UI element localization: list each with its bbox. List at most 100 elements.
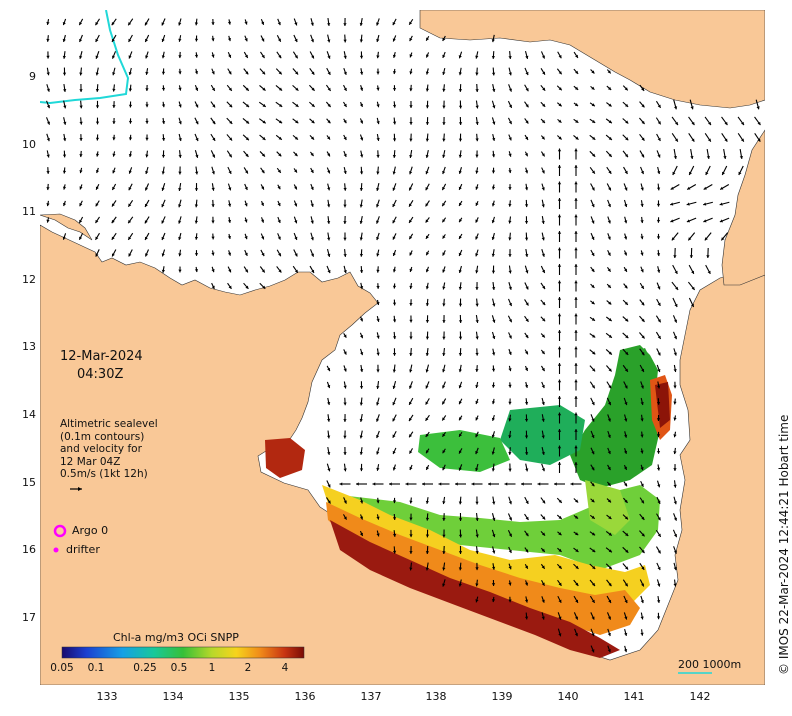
velocity-arrow-head <box>46 203 50 207</box>
velocity-arrow-head <box>557 412 562 416</box>
velocity-arrow-head <box>278 120 283 124</box>
velocity-arrow-head <box>508 368 512 372</box>
velocity-arrow-head <box>62 55 66 59</box>
velocity-arrow-head <box>508 335 512 339</box>
velocity-arrow-head <box>475 583 479 587</box>
velocity-arrow-head <box>261 269 265 273</box>
velocity-arrow-head <box>95 169 100 174</box>
velocity-arrow-head <box>492 335 496 340</box>
velocity-arrow-head <box>376 402 380 406</box>
velocity-arrow-head <box>228 154 232 158</box>
velocity-arrow-head <box>343 136 347 140</box>
velocity-arrow-head <box>592 565 596 569</box>
velocity-arrow-head <box>491 56 496 59</box>
velocity-arrow-head <box>79 138 83 141</box>
cape-york-peninsula <box>721 129 765 286</box>
velocity-arrow-head <box>409 336 413 340</box>
velocity-arrow-head <box>458 385 462 389</box>
velocity-arrow-head <box>558 119 562 123</box>
velocity-arrow-head <box>656 253 661 257</box>
velocity-arrow-head <box>278 253 281 257</box>
velocity-arrow-head <box>557 165 562 168</box>
velocity-arrow-head <box>442 551 446 554</box>
velocity-arrow-head <box>492 517 496 521</box>
velocity-arrow-head <box>310 186 314 190</box>
velocity-arrow-head <box>145 137 149 141</box>
velocity-arrow-head <box>542 71 545 75</box>
velocity-arrow-head <box>706 155 711 159</box>
velocity-arrow-head <box>607 632 611 637</box>
velocity-arrow-head <box>95 38 99 42</box>
velocity-arrow-head <box>95 22 99 26</box>
velocity-arrow-head <box>425 54 430 58</box>
velocity-arrow-head <box>425 286 430 290</box>
velocity-arrow-head <box>442 336 446 340</box>
velocity-arrow-head <box>608 318 612 322</box>
velocity-arrow-head <box>326 220 331 224</box>
velocity-arrow-head <box>310 203 314 207</box>
velocity-arrow-head <box>475 467 479 472</box>
velocity-arrow-head <box>575 565 579 569</box>
velocity-arrow-head <box>111 253 115 257</box>
velocity-arrow-head <box>491 417 496 421</box>
velocity-arrow-head <box>475 417 479 421</box>
velocity-arrow-head <box>607 252 611 256</box>
velocity-arrow-head <box>376 55 380 59</box>
velocity-arrow-head <box>475 400 479 405</box>
velocity-arrow-head <box>79 121 83 125</box>
velocity-arrow-head <box>657 533 661 537</box>
velocity-arrow-head <box>228 87 232 91</box>
velocity-arrow-head <box>227 252 232 256</box>
velocity-arrow-head <box>670 186 674 190</box>
velocity-arrow-head <box>607 203 611 208</box>
velocity-arrow-head <box>425 353 429 356</box>
velocity-arrow-head <box>245 153 249 157</box>
velocity-arrow-head <box>359 171 364 175</box>
velocity-arrow-head <box>574 445 578 449</box>
velocity-arrow-head <box>343 516 347 520</box>
velocity-arrow-head <box>641 368 645 372</box>
velocity-arrow-head <box>95 137 100 141</box>
velocity-arrow-head <box>624 385 628 389</box>
velocity-arrow-head <box>624 583 628 587</box>
lon-label: 140 <box>557 690 579 703</box>
velocity-arrow-head <box>145 88 149 92</box>
velocity-arrow-head <box>492 319 496 323</box>
velocity-arrow-head <box>591 418 595 422</box>
velocity-arrow-head <box>524 616 529 620</box>
velocity-arrow-head <box>178 220 182 224</box>
velocity-arrow-head <box>442 37 446 41</box>
velocity-arrow-head <box>574 633 578 637</box>
velocity-arrow-head <box>212 104 216 108</box>
velocity-arrow-head <box>294 253 298 257</box>
velocity-arrow-head <box>475 567 479 571</box>
velocity-arrow-head <box>591 616 595 620</box>
velocity-arrow-head <box>541 153 545 157</box>
velocity-arrow-head <box>178 71 182 75</box>
velocity-arrow-head <box>690 155 694 159</box>
velocity-arrow-head <box>458 252 462 256</box>
velocity-arrow-head <box>459 433 462 437</box>
velocity-arrow-head <box>244 252 248 256</box>
velocity-arrow-head <box>608 170 612 174</box>
velocity-arrow-head <box>475 434 479 438</box>
velocity-arrow-head <box>458 369 462 373</box>
velocity-arrow-head <box>557 429 562 432</box>
lon-label: 138 <box>425 690 447 703</box>
velocity-arrow-head <box>508 120 512 125</box>
velocity-arrow-head <box>63 105 67 109</box>
lat-label: 10 <box>22 138 36 151</box>
velocity-arrow-head <box>212 137 216 141</box>
velocity-arrow-head <box>508 501 512 505</box>
velocity-arrow-head <box>409 567 413 571</box>
velocity-arrow-head <box>508 88 512 92</box>
velocity-arrow-head <box>656 236 661 240</box>
velocity-arrow-head <box>112 153 116 157</box>
velocity-arrow-head <box>161 154 166 158</box>
velocity-arrow-head <box>261 38 265 42</box>
velocity-arrow-head <box>673 369 677 373</box>
velocity-arrow-head <box>442 105 446 109</box>
velocity-arrow-head <box>455 482 458 486</box>
velocity-arrow-head <box>690 303 694 308</box>
velocity-arrow-head <box>608 582 612 587</box>
